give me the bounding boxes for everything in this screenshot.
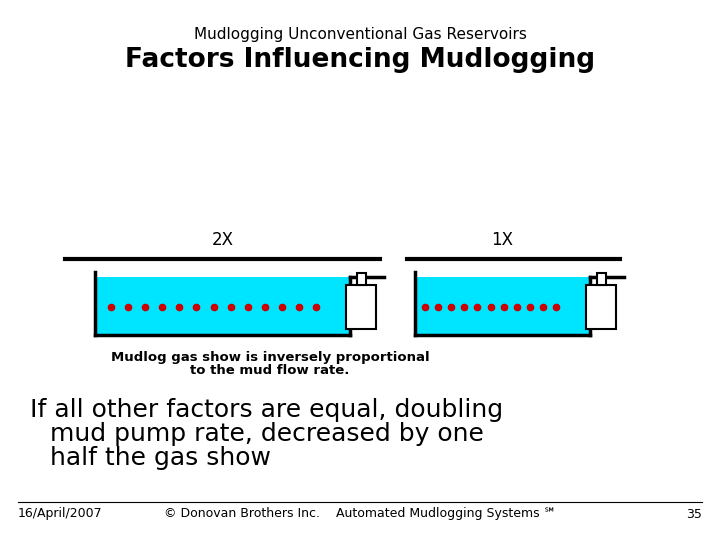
Text: half the gas show: half the gas show: [50, 446, 271, 470]
Text: Mudlog gas show is inversely proportional: Mudlog gas show is inversely proportiona…: [111, 350, 429, 363]
Bar: [415, 277, 590, 335]
Text: 2X: 2X: [212, 231, 233, 249]
Text: Mudlogging Unconventional Gas Reservoirs: Mudlogging Unconventional Gas Reservoirs: [194, 28, 526, 43]
Bar: [346, 285, 376, 329]
Bar: [95, 277, 350, 335]
Text: mud pump rate, decreased by one: mud pump rate, decreased by one: [50, 422, 484, 446]
Text: 35: 35: [686, 508, 702, 521]
Text: 1X: 1X: [492, 231, 513, 249]
Bar: [356, 273, 366, 285]
Text: If all other factors are equal, doubling: If all other factors are equal, doubling: [30, 398, 503, 422]
Bar: [586, 285, 616, 329]
Bar: [596, 273, 606, 285]
Text: to the mud flow rate.: to the mud flow rate.: [190, 364, 350, 377]
Text: © Donovan Brothers Inc.    Automated Mudlogging Systems ℠: © Donovan Brothers Inc. Automated Mudlog…: [164, 508, 556, 521]
Text: Factors Influencing Mudlogging: Factors Influencing Mudlogging: [125, 47, 595, 73]
Text: 16/April/2007: 16/April/2007: [18, 508, 103, 521]
